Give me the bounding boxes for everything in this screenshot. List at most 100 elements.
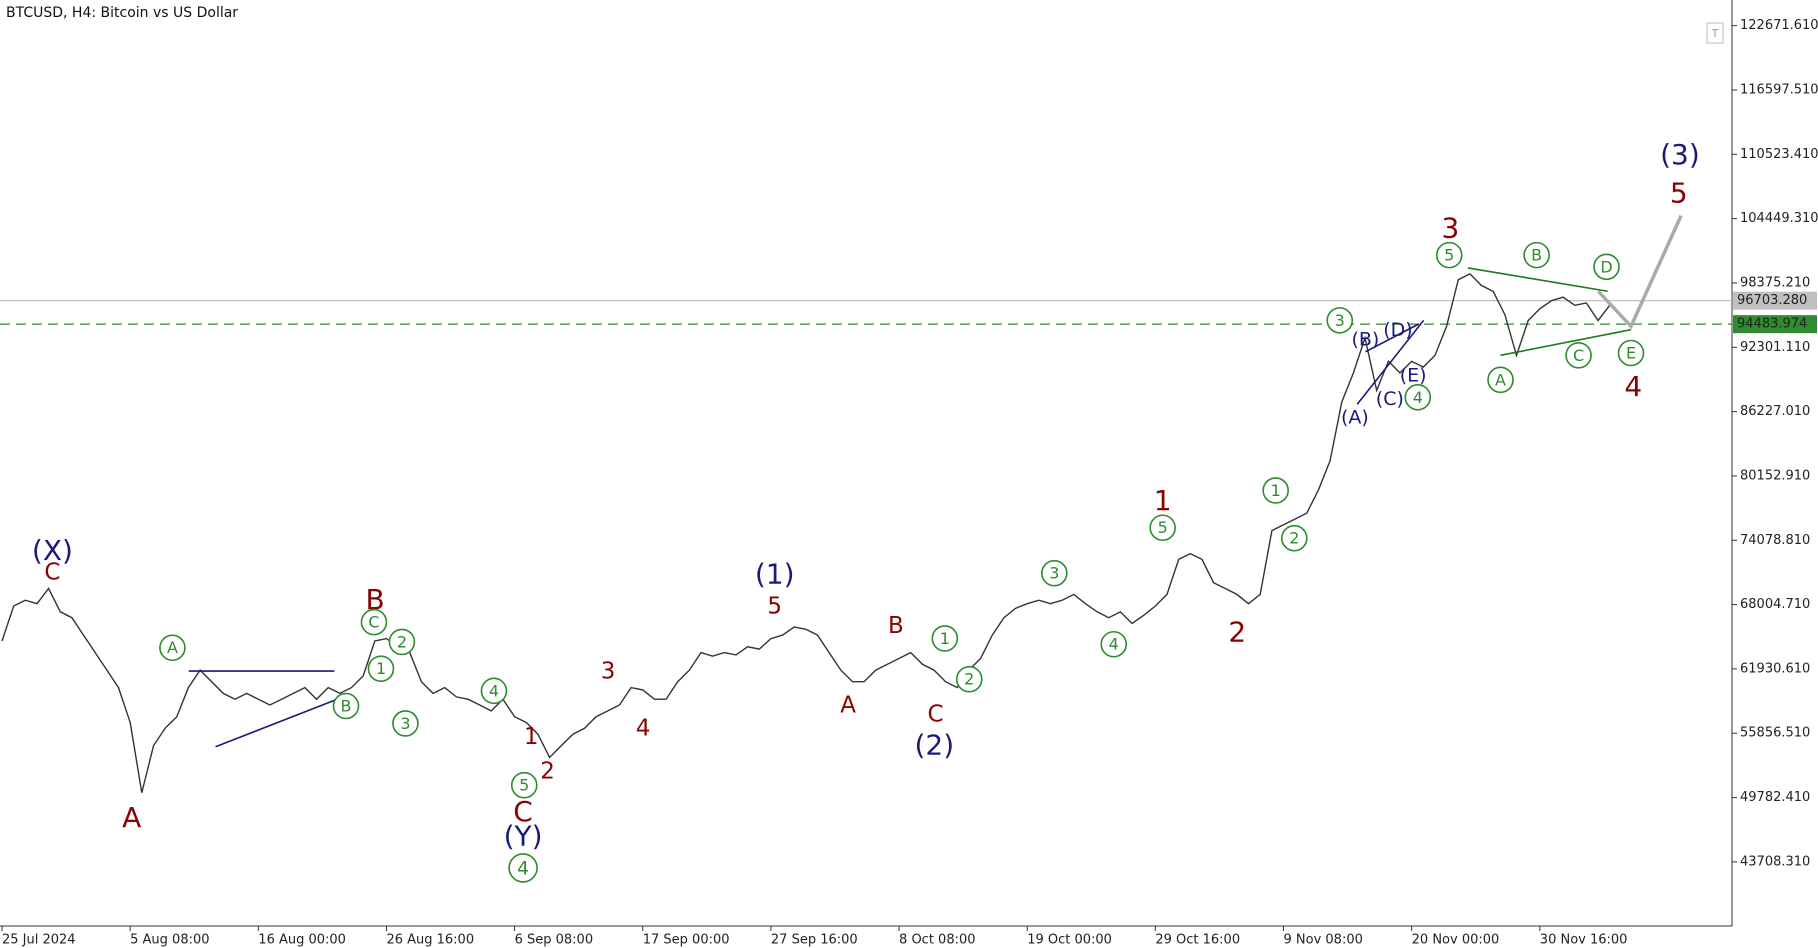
tool-icon[interactable] [1706,22,1724,44]
level-label: 96703.280 [1737,293,1807,308]
wave-circle [955,665,983,693]
y-tick-label: 104449.310 [1740,211,1818,226]
x-tick-label: 20 Nov 00:00 [1412,933,1500,948]
x-tick-label: 9 Nov 08:00 [1284,933,1363,948]
wave-label: 5 [1444,246,1454,265]
x-tick-label: 29 Oct 16:00 [1155,933,1240,948]
wave-label: B [1531,246,1542,265]
trendline [1365,323,1420,353]
wave-label: 3 [1335,311,1345,330]
wave-label: (E) [1400,365,1427,387]
wave-label: 1 [1271,481,1281,500]
tool-icon-glyph[interactable]: T [1711,27,1719,40]
wave-label: D [1600,257,1612,276]
wave-label: 3 [1442,211,1460,244]
wave-label: 4 [636,716,651,742]
wave-label: B [888,613,904,639]
y-tick-label: 110523.410 [1740,147,1818,162]
wave-label: (B) [1351,329,1379,351]
wave-label: 5 [1670,176,1688,209]
wave-circle [510,771,538,799]
wave-label: (2) [914,729,954,762]
wave-circle [1262,477,1289,504]
wave-label: 4 [1109,635,1119,654]
wave-label: 4 [517,857,529,879]
wave-label: 5 [519,776,529,795]
wave-label: 5 [1158,518,1168,537]
projection-line [1597,214,1683,330]
y-tick-label: 74078.810 [1740,533,1810,548]
trendline [1467,267,1608,293]
y-tick-label: 98375.210 [1740,275,1810,290]
y-tick-label: 86227.010 [1740,404,1810,419]
wave-label: C [368,613,379,632]
wave-circle [1593,253,1620,281]
x-tick-label: 17 Sep 00:00 [643,933,730,948]
y-tick-label: 122671.610 [1740,18,1818,33]
wave-circle [388,628,416,656]
y-tick-label: 49782.410 [1740,790,1810,805]
wave-circle [392,710,419,737]
wave-circle [1100,630,1128,658]
wave-label: A [167,638,178,657]
wave-label: 2 [1228,616,1246,649]
wave-label: A [840,692,856,718]
wave-label: 4 [1624,370,1642,403]
wave-circle [1435,241,1463,269]
wave-circle [1523,241,1550,269]
wave-label: C [44,560,60,586]
wave-label: (X) [32,534,73,567]
wave-label: 2 [964,670,974,689]
wave-label: A [1495,370,1506,389]
wave-circle [1617,339,1645,367]
wave-label: B [366,583,385,616]
wave-label: 4 [1413,388,1423,407]
wave-label: 3 [400,714,410,733]
wave-label: 1 [524,724,539,750]
x-tick-label: 19 Oct 00:00 [1027,933,1112,948]
wave-label: 3 [601,659,616,685]
chart-title: BTCUSD, H4: Bitcoin vs US Dollar [6,5,238,21]
wave-label: 4 [489,681,499,700]
wave-circle [1565,342,1592,369]
price-line [1,273,1611,793]
x-tick-label: 27 Sep 16:00 [771,933,858,948]
y-tick-label: 61930.610 [1740,661,1810,676]
wave-label: (3) [1660,138,1700,171]
wave-label: B [341,696,352,715]
wave-circle [508,853,538,883]
wave-label: A [122,801,141,834]
wave-label: C [927,702,943,728]
x-tick-label: 8 Oct 08:00 [899,933,975,948]
trendline [1500,328,1632,357]
wave-label: (A) [1341,407,1369,429]
level-label-box [1733,315,1817,334]
x-tick-label: 16 Aug 00:00 [258,933,346,948]
wave-circle [1149,514,1176,542]
y-tick-label: 80152.910 [1740,468,1810,483]
y-tick-label: 116597.510 [1740,82,1818,97]
wave-circle [1281,524,1308,552]
wave-label: 2 [397,632,407,651]
wave-circle [159,634,186,662]
wave-circle [1404,383,1432,411]
wave-circle [367,655,395,683]
wave-label: 1 [1154,484,1172,517]
level-label-box [1733,291,1817,310]
wave-label: E [1626,343,1636,362]
wave-label: (Y) [504,819,543,852]
trendline [215,698,339,748]
x-tick-label: 5 Aug 08:00 [130,933,209,948]
wave-label: 2 [540,759,555,785]
wave-label: C [1573,346,1584,365]
y-tick-label: 43708.310 [1740,854,1810,869]
wave-label: 2 [1289,529,1299,548]
wave-label: 1 [376,659,386,678]
y-tick-label: 55856.510 [1740,726,1810,741]
y-tick-label: 92301.110 [1740,340,1810,355]
x-tick-label: 26 Aug 16:00 [386,933,474,948]
trendline [1356,319,1425,405]
x-tick-label: 6 Sep 08:00 [515,933,594,948]
